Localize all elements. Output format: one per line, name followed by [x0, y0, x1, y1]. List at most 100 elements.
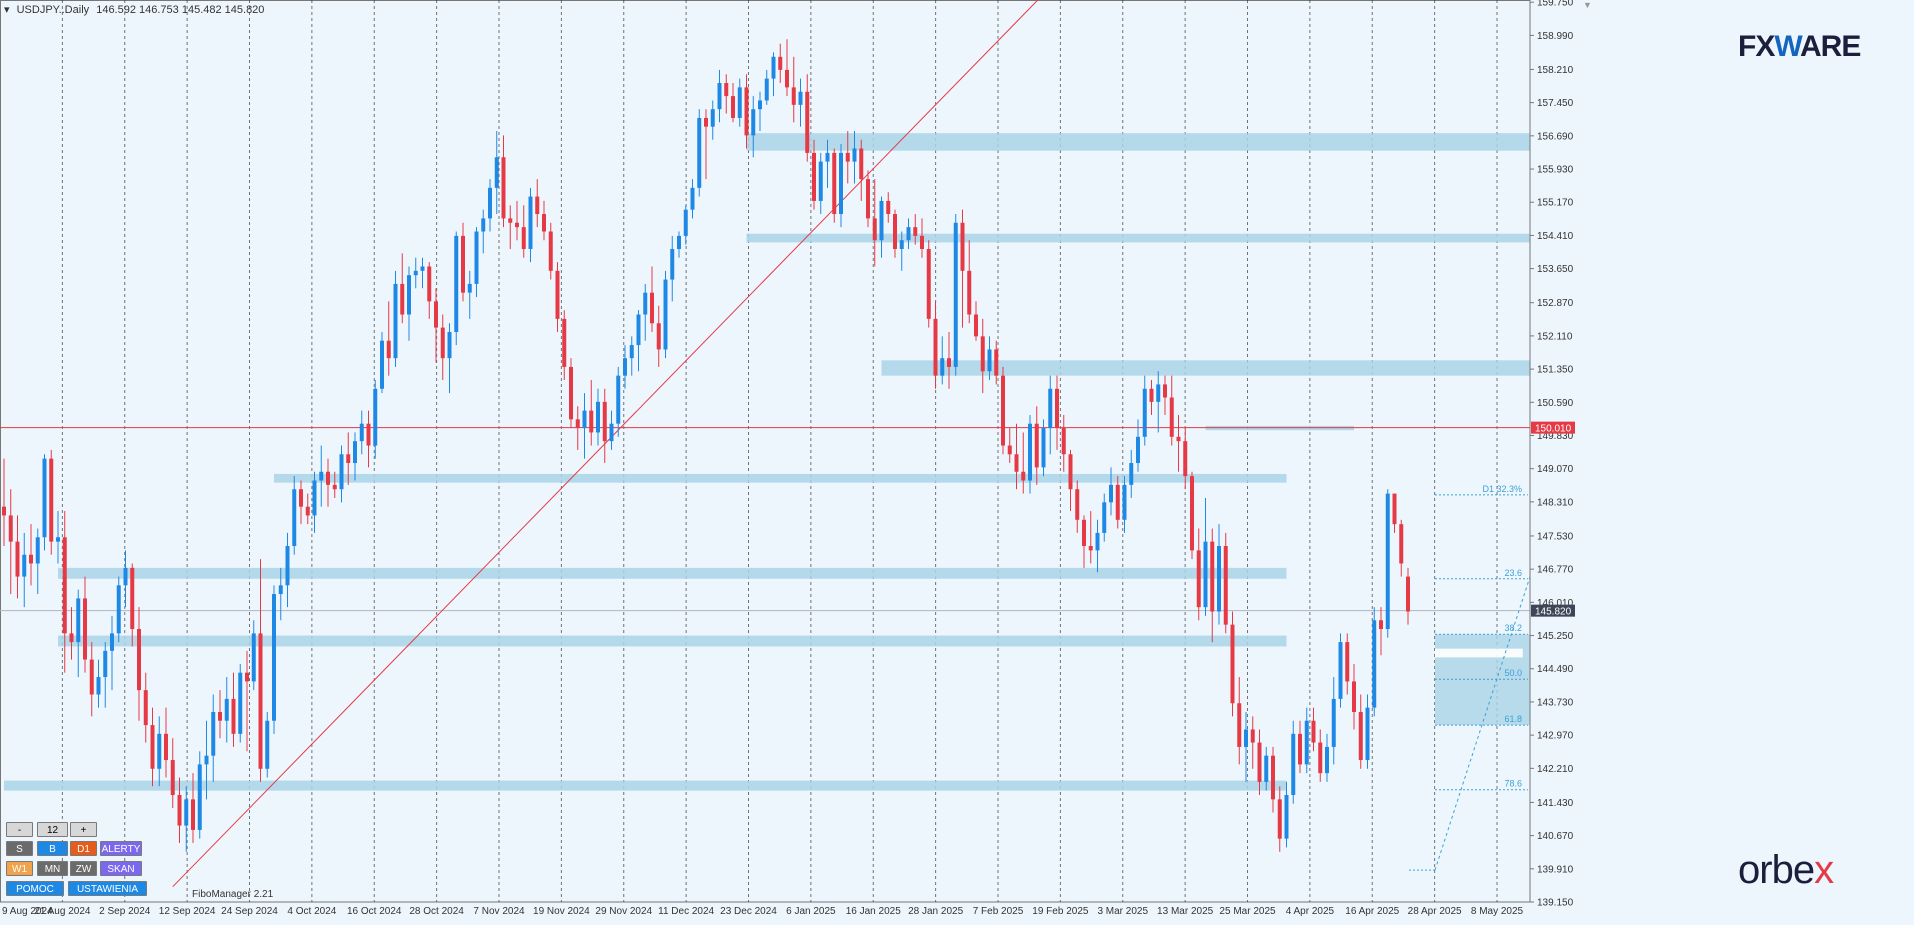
bullish-candle: [225, 699, 229, 721]
bearish-candle: [778, 57, 782, 70]
bullish-candle: [684, 210, 688, 236]
bearish-candle: [387, 341, 391, 358]
bearish-candle: [1224, 546, 1228, 625]
bullish-candle: [380, 341, 384, 389]
y-tick-label: 147.530: [1537, 531, 1574, 542]
bearish-candle: [508, 218, 512, 222]
bearish-candle: [1345, 642, 1349, 681]
bullish-candle: [407, 275, 411, 314]
bullish-candle: [691, 188, 695, 210]
dropdown-arrow-icon[interactable]: ▾: [4, 4, 10, 16]
bullish-candle: [468, 284, 472, 293]
bearish-candle: [873, 218, 877, 240]
y-tick-label: 139.910: [1537, 864, 1574, 875]
pomoc-button[interactable]: POMOC: [6, 881, 64, 896]
bearish-candle: [657, 323, 661, 349]
x-tick-label: 19 Nov 2024: [533, 906, 590, 917]
bearish-candle: [542, 214, 546, 231]
bearish-candle: [178, 795, 182, 826]
b-button[interactable]: B: [37, 841, 68, 856]
bearish-candle: [1379, 620, 1383, 629]
level-price-tag-label: 150.010: [1535, 424, 1572, 435]
count-display[interactable]: 12: [37, 822, 68, 837]
increase-button[interactable]: +: [70, 822, 97, 837]
ustawienia-button[interactable]: USTAWIENIA: [68, 881, 147, 896]
bearish-candle: [1258, 743, 1262, 782]
bearish-candle: [522, 227, 526, 249]
bearish-candle: [400, 284, 404, 315]
fib-level-label: 78.6: [1504, 779, 1522, 789]
bullish-candle: [1028, 424, 1032, 481]
bullish-candle: [1244, 729, 1248, 746]
x-tick-label: 13 Mar 2025: [1157, 906, 1214, 917]
y-tick-label: 152.870: [1537, 298, 1574, 309]
bearish-candle: [137, 629, 141, 690]
support-resistance-zone[interactable]: [274, 474, 1287, 483]
bullish-candle: [252, 633, 256, 681]
fibo-manager-label: FiboManager 2.21: [192, 889, 273, 900]
bearish-candle: [704, 118, 708, 127]
bullish-candle: [758, 100, 762, 109]
bullish-candle: [616, 376, 620, 424]
w1-button[interactable]: W1: [6, 861, 33, 876]
mn-button[interactable]: MN: [37, 861, 68, 876]
bearish-candle: [893, 214, 897, 249]
bullish-candle: [1136, 437, 1140, 463]
x-tick-label: 24 Sep 2024: [221, 906, 278, 917]
bearish-candle: [151, 725, 155, 769]
bearish-candle: [859, 149, 863, 180]
zw-button[interactable]: ZW: [70, 861, 97, 876]
x-tick-label: 21 Aug 2024: [34, 906, 91, 917]
bullish-candle: [22, 555, 26, 577]
bearish-candle: [562, 319, 566, 367]
s-button[interactable]: S: [6, 841, 33, 856]
y-tick-label: 146.770: [1537, 565, 1574, 576]
bearish-candle: [961, 223, 965, 271]
bullish-candle: [475, 232, 479, 284]
x-tick-label: 16 Jan 2025: [846, 906, 901, 917]
bullish-candle: [286, 546, 290, 585]
bearish-candle: [346, 454, 350, 463]
bullish-candle: [481, 218, 485, 231]
bullish-candle: [414, 271, 418, 275]
fxware-logo: FXWARE: [1738, 30, 1860, 64]
decrease-button[interactable]: -: [6, 822, 33, 837]
skan-button[interactable]: SKAN: [100, 861, 142, 876]
x-tick-label: 3 Mar 2025: [1097, 906, 1148, 917]
bearish-candle: [49, 459, 53, 542]
support-resistance-zone[interactable]: [58, 568, 1287, 579]
chart-header: ▾ USDJPY..Daily 146.592 146.753 145.482 …: [4, 3, 268, 16]
bearish-candle: [434, 301, 438, 327]
orbex-logo: orbex: [1738, 848, 1833, 893]
support-resistance-zone[interactable]: [58, 636, 1287, 647]
bullish-candle: [1291, 734, 1295, 795]
bearish-candle: [1251, 729, 1255, 742]
symbol-label: USDJPY..Daily: [17, 4, 90, 16]
bullish-candle: [184, 799, 188, 825]
bullish-candle: [495, 157, 499, 188]
bearish-candle: [144, 690, 148, 725]
bullish-candle: [819, 162, 823, 201]
collapse-arrow-icon[interactable]: ▼: [1583, 0, 1592, 10]
bullish-candle: [799, 92, 803, 105]
bullish-candle: [265, 721, 269, 769]
bullish-candle: [826, 153, 830, 162]
d1-button[interactable]: D1: [70, 841, 97, 856]
alerty-button[interactable]: ALERTY: [100, 841, 142, 856]
bullish-candle: [1386, 494, 1390, 629]
x-tick-label: 2 Sep 2024: [99, 906, 151, 917]
y-tick-label: 151.350: [1537, 365, 1574, 376]
bearish-candle: [927, 249, 931, 319]
x-tick-label: 16 Oct 2024: [347, 906, 402, 917]
bullish-candle: [1372, 620, 1376, 707]
y-tick-label: 158.210: [1537, 65, 1574, 76]
bullish-candle: [900, 240, 904, 249]
support-resistance-zone[interactable]: [4, 781, 1287, 791]
bearish-candle: [1197, 550, 1201, 607]
bullish-candle: [954, 223, 958, 367]
price-axis-background: [1530, 0, 1914, 920]
bullish-candle: [630, 345, 634, 358]
bearish-candle: [1231, 625, 1235, 704]
